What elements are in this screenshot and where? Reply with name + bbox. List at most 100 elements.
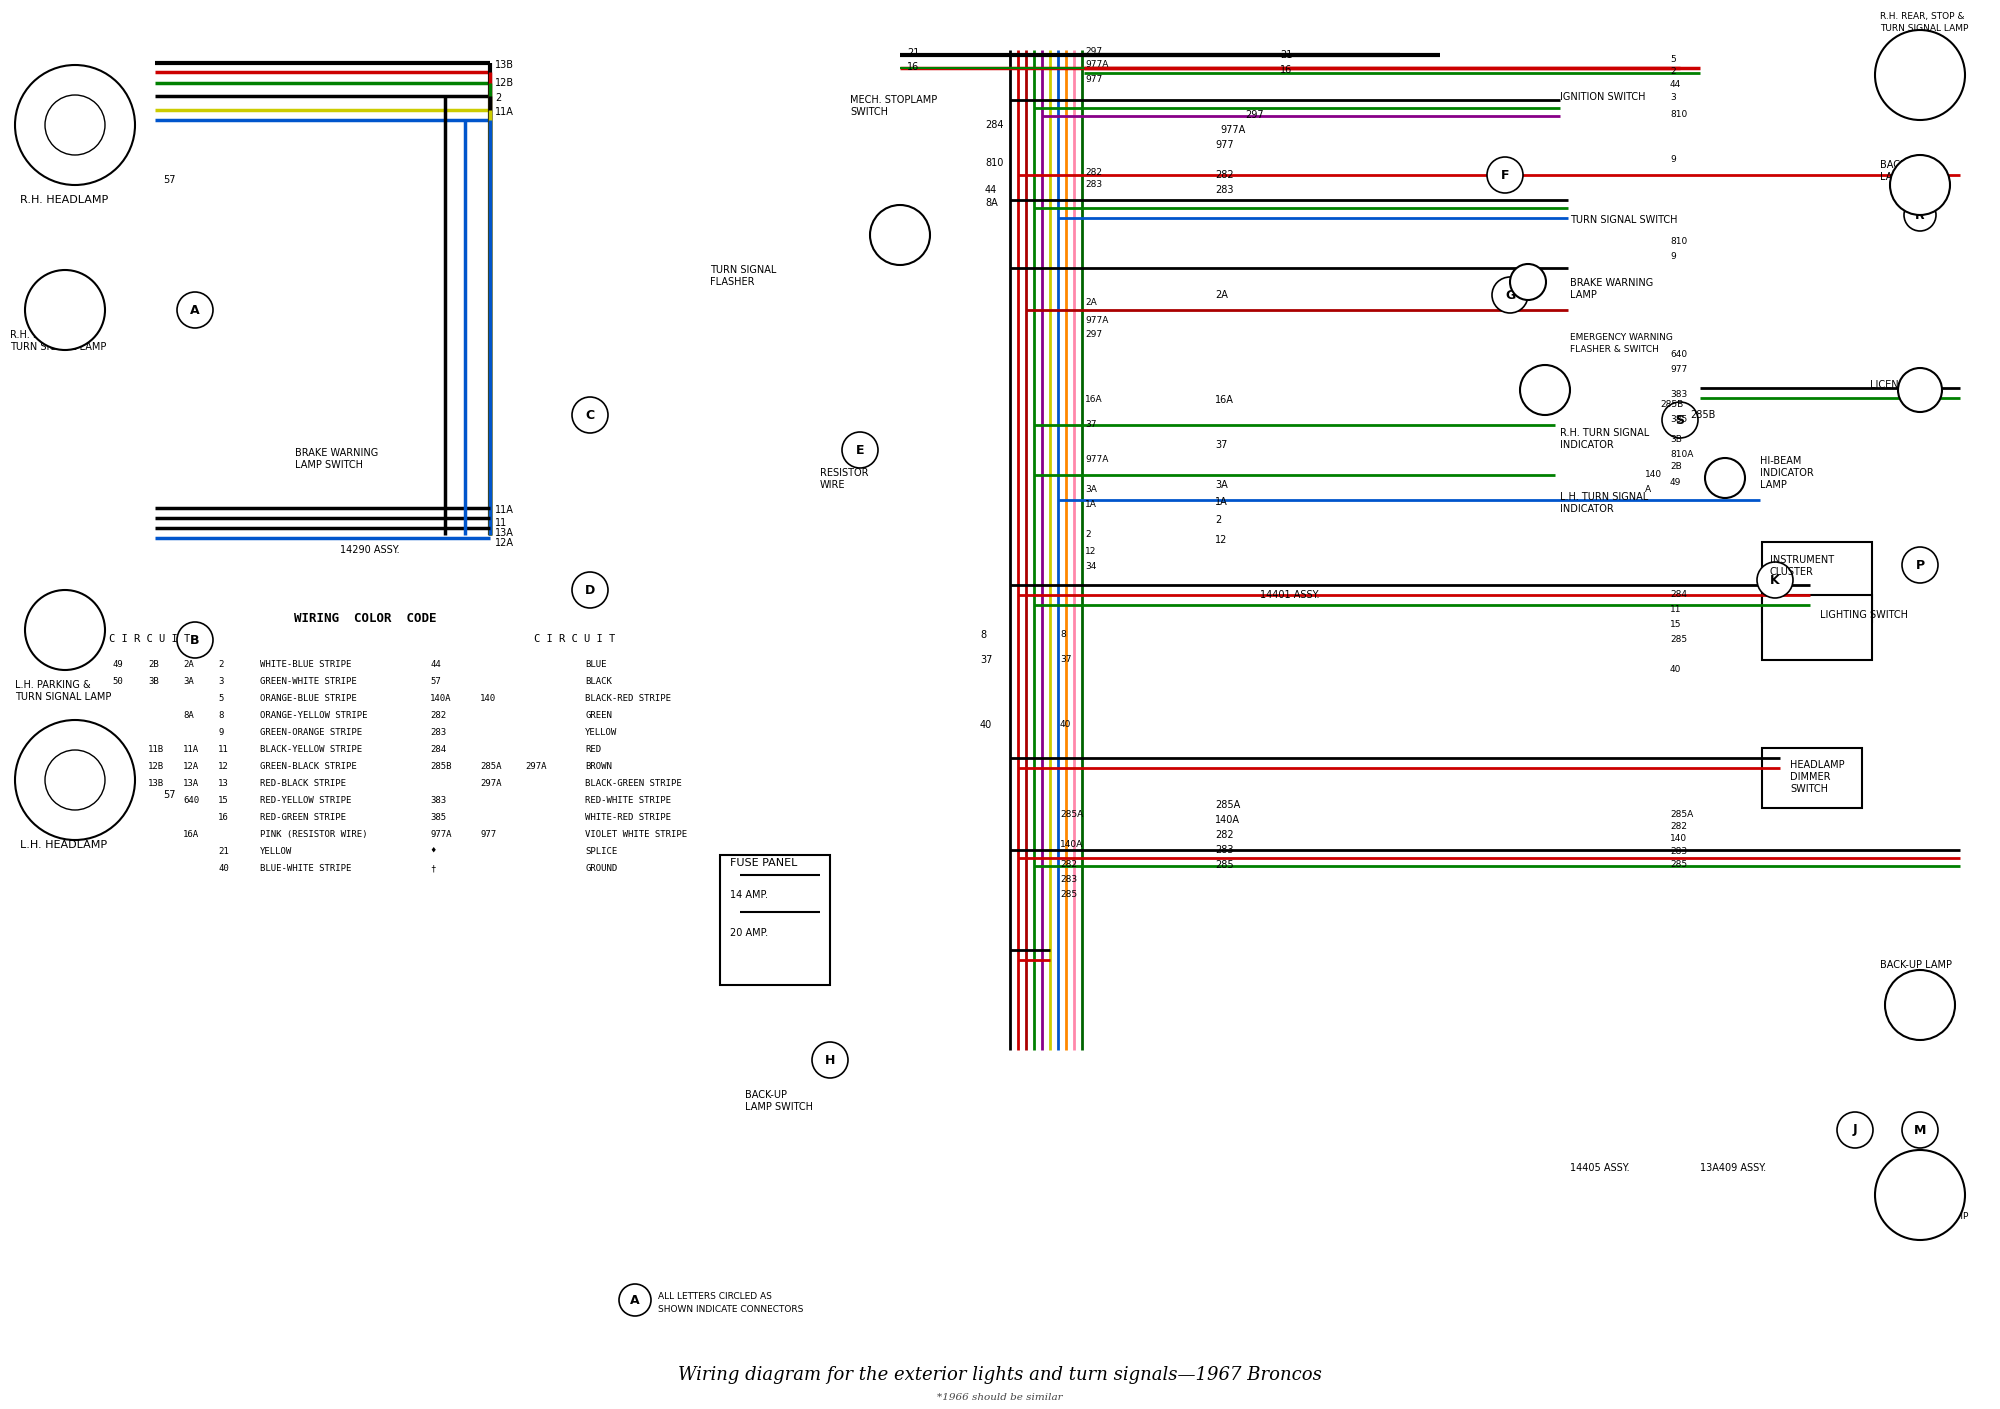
Text: 977A: 977A (1084, 455, 1108, 464)
Text: 810A: 810A (1670, 449, 1694, 459)
Circle shape (620, 1284, 652, 1316)
Text: H: H (824, 1054, 836, 1067)
Text: ♦: ♦ (430, 847, 436, 857)
Text: 13A: 13A (184, 779, 200, 788)
Text: 1A: 1A (1216, 497, 1228, 507)
Text: 977A: 977A (430, 830, 452, 838)
Circle shape (1510, 263, 1546, 300)
Text: 16A: 16A (184, 830, 200, 838)
Text: 285B: 285B (1690, 410, 1716, 420)
Text: 977: 977 (1670, 365, 1688, 373)
Text: 385: 385 (430, 813, 446, 821)
Text: 297: 297 (1084, 330, 1102, 340)
Text: YELLOW: YELLOW (260, 847, 292, 857)
Text: 8A: 8A (986, 199, 998, 209)
Text: 11B: 11B (148, 745, 164, 754)
Text: 15: 15 (1670, 620, 1682, 628)
Circle shape (1662, 402, 1698, 438)
Text: 14405 ASSY.: 14405 ASSY. (1570, 1162, 1630, 1174)
Text: 20 AMP.: 20 AMP. (730, 929, 768, 938)
Text: EMERGENCY WARNING: EMERGENCY WARNING (1570, 333, 1672, 342)
Text: BACK-UP: BACK-UP (1880, 161, 1922, 170)
Circle shape (1704, 458, 1744, 497)
Text: BLACK: BLACK (586, 676, 612, 686)
Text: M: M (1914, 1123, 1926, 1137)
Text: K: K (1770, 573, 1780, 586)
Text: YELLOW: YELLOW (586, 728, 618, 737)
Text: 810: 810 (112, 779, 128, 788)
Text: HEADLAMP: HEADLAMP (1790, 759, 1844, 769)
Text: 16: 16 (908, 62, 920, 72)
Text: ORANGE-YELLOW STRIPE: ORANGE-YELLOW STRIPE (260, 712, 368, 720)
Text: 37: 37 (1216, 440, 1228, 449)
Text: SWITCH: SWITCH (1790, 783, 1828, 795)
Circle shape (1876, 30, 1964, 120)
Text: 2B: 2B (1670, 462, 1682, 471)
Text: R.H. PARKING &: R.H. PARKING & (10, 330, 86, 340)
Text: BLACK-YELLOW STRIPE: BLACK-YELLOW STRIPE (260, 745, 362, 754)
Text: 5: 5 (218, 695, 224, 703)
Text: 16A: 16A (1084, 395, 1102, 404)
Text: 21: 21 (1280, 49, 1292, 61)
Circle shape (26, 271, 106, 349)
Text: 285A: 285A (480, 762, 502, 771)
Text: 283: 283 (1216, 845, 1234, 855)
Text: 3A: 3A (1216, 480, 1228, 490)
Text: SWITCH: SWITCH (850, 107, 888, 117)
Text: C I R C U I T: C I R C U I T (110, 634, 190, 644)
Bar (1762, 595, 1872, 659)
Text: DIMMER: DIMMER (1790, 772, 1830, 782)
Text: 977A: 977A (1084, 316, 1108, 325)
Text: 44: 44 (986, 185, 998, 194)
Text: 8A: 8A (184, 712, 194, 720)
Circle shape (46, 750, 106, 810)
Text: 297A: 297A (526, 762, 546, 771)
Text: 12: 12 (1216, 535, 1228, 545)
Circle shape (1836, 1112, 1872, 1148)
Circle shape (16, 720, 136, 840)
Text: 12: 12 (1084, 547, 1096, 557)
Text: P: P (1916, 558, 1924, 572)
Text: S: S (1676, 413, 1684, 427)
Text: R: R (1916, 209, 1924, 221)
Text: 140: 140 (1644, 471, 1662, 479)
Text: 3A: 3A (184, 676, 194, 686)
Text: 14 AMP.: 14 AMP. (730, 890, 768, 900)
Text: L.H. PARKING &: L.H. PARKING & (16, 681, 90, 690)
Text: 13A409 ASSY.: 13A409 ASSY. (1700, 1162, 1766, 1174)
Text: 285: 285 (1216, 859, 1234, 869)
Text: 283: 283 (1670, 847, 1688, 857)
Text: 13: 13 (218, 779, 228, 788)
Text: BRAKE WARNING: BRAKE WARNING (296, 448, 378, 458)
Text: FLASHER: FLASHER (710, 278, 754, 287)
Text: CLUSTER: CLUSTER (1770, 566, 1814, 578)
Text: E: E (856, 444, 864, 457)
Text: 282: 282 (1670, 821, 1688, 831)
Text: L.H. REAR, STOP &: L.H. REAR, STOP & (1880, 1200, 1964, 1209)
Text: 13B: 13B (496, 61, 514, 70)
Text: 16: 16 (1280, 65, 1292, 75)
Text: A: A (1644, 485, 1652, 495)
Text: 2A: 2A (1216, 290, 1228, 300)
Text: 34: 34 (112, 762, 122, 771)
Text: 37A: 37A (76, 745, 92, 754)
Text: †: † (430, 864, 436, 874)
Text: 40: 40 (1060, 720, 1072, 728)
Text: HI-BEAM: HI-BEAM (1760, 457, 1802, 466)
Text: B: B (190, 634, 200, 647)
Text: LAMP SWITCH: LAMP SWITCH (746, 1102, 814, 1112)
Text: 49: 49 (112, 659, 122, 669)
Text: 2A: 2A (1084, 297, 1096, 307)
Text: 285B: 285B (430, 762, 452, 771)
Text: 50: 50 (112, 676, 122, 686)
Text: 40: 40 (980, 720, 992, 730)
Text: PINK (RESISTOR WIRE): PINK (RESISTOR WIRE) (260, 830, 368, 838)
Text: 49: 49 (1670, 478, 1682, 488)
Text: INDICATOR: INDICATOR (1760, 468, 1814, 478)
Text: 12A: 12A (496, 538, 514, 548)
Text: L.H. HEADLAMP: L.H. HEADLAMP (20, 840, 108, 850)
Text: WHITE-BLUE STRIPE: WHITE-BLUE STRIPE (260, 659, 352, 669)
Text: 2: 2 (496, 93, 502, 103)
Text: R.H. TURN SIGNAL: R.H. TURN SIGNAL (1560, 428, 1650, 438)
Circle shape (1520, 365, 1570, 416)
